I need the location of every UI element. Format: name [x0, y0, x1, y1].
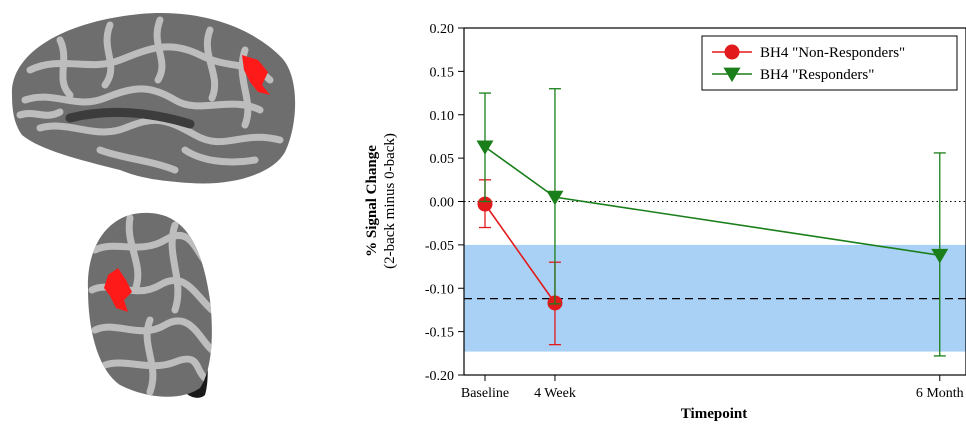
legend-label: BH4 "Non-Responders"	[760, 45, 905, 61]
y-tick-label: 0.05	[430, 152, 455, 167]
legend: BH4 "Non-Responders" BH4 "Responders"	[702, 36, 957, 90]
x-tick-label: Baseline	[461, 386, 509, 401]
y-axis-subtitle: (2-back minus 0-back)	[382, 133, 398, 269]
y-tick-label: -0.10	[425, 282, 454, 297]
x-tick-label: 4 Week	[534, 386, 576, 401]
brain-svg	[0, 0, 330, 433]
signal-change-chart: 0.20 0.15 0.10 0.05 0.00 -0.05 -0.10 -0.15 -0.20…	[330, 0, 966, 433]
y-tick-label: 0.00	[430, 196, 455, 211]
anterior-brain-view	[88, 213, 212, 398]
y-axis-title: % Signal Change	[364, 145, 380, 257]
x-tick-label: 6 Month	[916, 386, 964, 401]
y-tick-label: -0.20	[425, 369, 454, 384]
legend-marker	[725, 45, 740, 60]
y-tick-label: 0.20	[430, 22, 455, 37]
y-tick-label: -0.15	[425, 326, 454, 341]
legend-label: BH4 "Responders"	[760, 67, 874, 83]
chart-svg: 0.20 0.15 0.10 0.05 0.00 -0.05 -0.10 -0.15 -0.20…	[330, 0, 966, 433]
y-tick-label: -0.05	[425, 239, 454, 254]
x-axis-title: Timepoint	[681, 406, 747, 422]
brain-renderings	[0, 0, 330, 433]
data-point	[476, 140, 493, 154]
y-tick-label: 0.10	[430, 109, 455, 124]
lateral-brain-view	[12, 13, 295, 183]
y-tick-label: 0.15	[430, 65, 455, 80]
